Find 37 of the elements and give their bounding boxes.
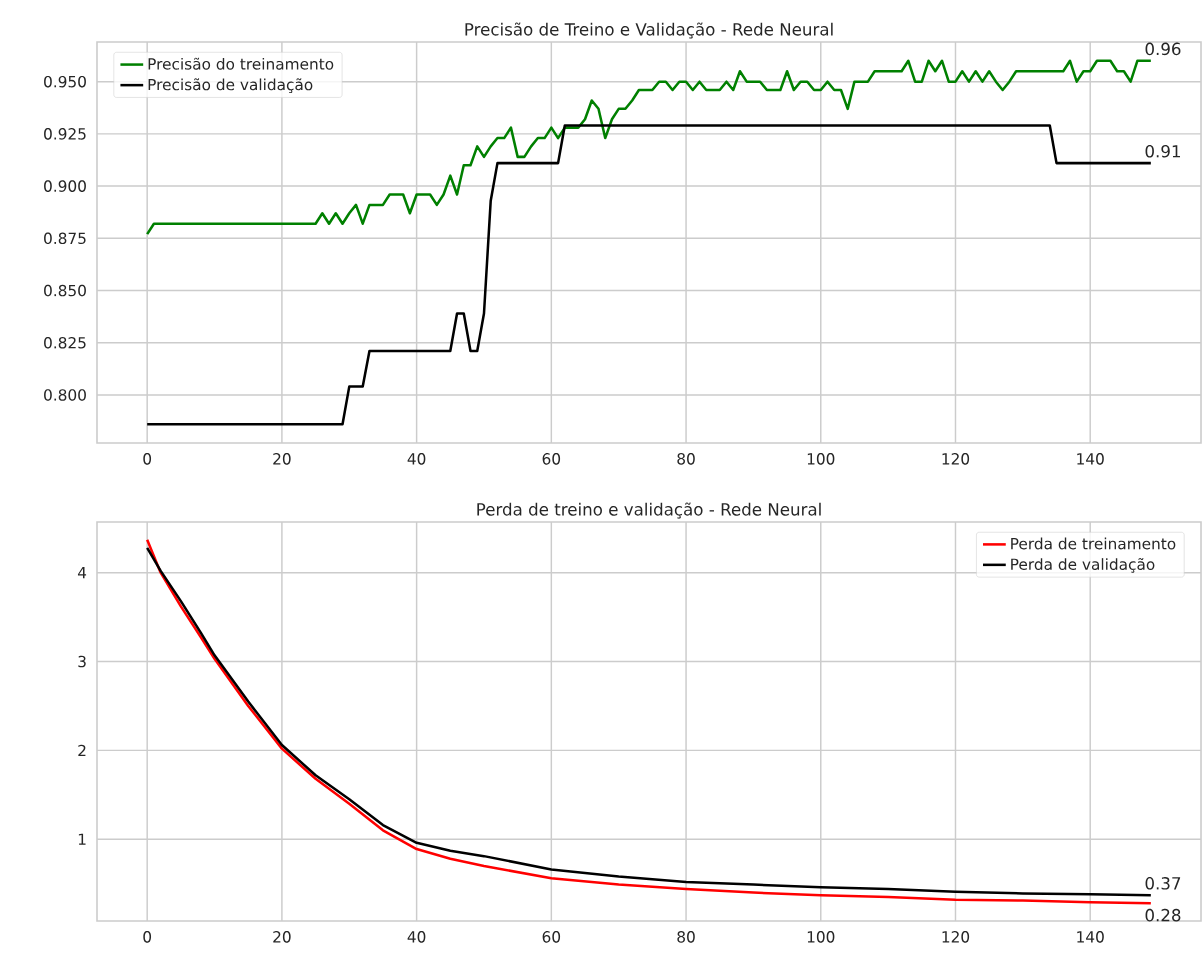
legend-label: Perda de treinamento — [1011, 537, 1176, 550]
x-tick-label: 120 — [942, 453, 970, 465]
x-tick-label: 40 — [407, 931, 426, 943]
y-tick-label: 0.925 — [44, 128, 86, 140]
chart-title: Precisão de Treino e Validação - Rede Neural — [465, 22, 833, 39]
data-label: 0.28 — [1145, 908, 1181, 922]
y-tick-label: 0.900 — [44, 180, 86, 192]
legend-label: Precisão de validação — [148, 78, 313, 94]
y-tick-label: 0.950 — [44, 75, 86, 88]
y-tick-label: 0.850 — [44, 284, 86, 297]
x-tick-label: 140 — [1077, 453, 1104, 465]
x-tick-label: 0 — [143, 453, 152, 465]
y-tick-label: 4 — [77, 567, 87, 579]
chart-title: Perda de treino e validação - Rede Neural — [477, 502, 821, 519]
y-tick-label: 3 — [78, 655, 86, 668]
x-tick-label: 80 — [677, 931, 695, 943]
x-tick-label: 140 — [1077, 931, 1104, 943]
x-tick-label: 80 — [677, 453, 695, 465]
x-tick-label: 120 — [942, 931, 970, 943]
x-tick-label: 40 — [407, 453, 426, 465]
data-label: 0.91 — [1145, 144, 1181, 158]
legend-label: Perda de validação — [1011, 557, 1155, 573]
x-tick-label: 100 — [807, 453, 835, 465]
x-tick-label: 0 — [143, 931, 152, 943]
y-tick-label: 0.875 — [44, 232, 86, 245]
legend-label: Precisão do treinamento — [148, 57, 334, 70]
x-tick-label: 60 — [542, 453, 561, 465]
x-tick-label: 60 — [542, 931, 561, 943]
data-label: 0.37 — [1145, 877, 1181, 890]
y-tick-label: 1 — [78, 833, 86, 845]
data-label: 0.96 — [1145, 42, 1181, 56]
y-tick-label: 2 — [78, 744, 86, 757]
x-tick-label: 20 — [273, 931, 291, 943]
y-tick-label: 0.825 — [44, 336, 86, 349]
x-tick-label: 20 — [273, 453, 291, 465]
x-tick-label: 100 — [807, 931, 835, 943]
y-tick-label: 0.800 — [44, 389, 86, 401]
